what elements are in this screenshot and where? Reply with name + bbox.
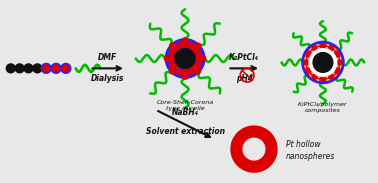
Circle shape [194,56,200,61]
Circle shape [312,74,317,79]
Circle shape [196,50,201,55]
Circle shape [329,74,334,79]
Circle shape [200,56,206,61]
Circle shape [188,42,193,47]
Circle shape [53,65,59,72]
Circle shape [174,47,180,53]
Circle shape [309,49,337,76]
Circle shape [329,46,334,50]
Circle shape [321,77,325,82]
Circle shape [170,43,175,49]
Circle shape [164,56,170,61]
Circle shape [191,64,197,70]
Circle shape [62,65,69,72]
Text: nanospheres: nanospheres [285,152,335,160]
Circle shape [335,68,340,73]
Circle shape [195,43,201,49]
Circle shape [182,67,188,73]
Circle shape [306,68,311,73]
Text: K₂PtCl₄/polymer: K₂PtCl₄/polymer [298,102,348,107]
Text: composites: composites [305,108,341,113]
Circle shape [182,73,188,79]
Circle shape [306,52,311,57]
Circle shape [312,46,317,50]
Circle shape [191,47,197,53]
Circle shape [61,64,71,73]
Text: Solvent extraction: Solvent extraction [146,127,225,137]
Circle shape [177,70,182,75]
Circle shape [335,52,340,57]
Circle shape [41,64,51,73]
Circle shape [170,56,176,61]
Circle shape [43,65,50,72]
Circle shape [196,62,201,67]
Circle shape [169,62,174,67]
Text: NaBH₄: NaBH₄ [172,108,198,117]
Circle shape [15,64,24,73]
Circle shape [195,68,201,74]
Circle shape [243,138,265,160]
Circle shape [321,43,325,48]
Circle shape [182,44,188,50]
Circle shape [33,64,42,73]
Text: pH4: pH4 [235,74,253,83]
Text: type micelle: type micelle [166,106,204,111]
Circle shape [304,60,309,65]
Circle shape [177,42,182,47]
Text: K₂PtCl₄: K₂PtCl₄ [229,53,259,62]
Text: Pt hollow: Pt hollow [285,140,320,149]
Circle shape [169,50,174,55]
Circle shape [51,64,61,73]
Circle shape [313,53,333,72]
Circle shape [175,49,195,68]
Circle shape [188,70,193,75]
Circle shape [337,60,342,65]
Circle shape [170,68,175,74]
Circle shape [6,64,15,73]
Text: DMF: DMF [98,53,118,62]
Text: Core-Shell-Corona: Core-Shell-Corona [156,100,214,105]
Circle shape [24,64,33,73]
Text: Dialysis: Dialysis [91,74,124,83]
Circle shape [165,39,205,78]
Circle shape [174,64,180,70]
Circle shape [182,38,188,44]
